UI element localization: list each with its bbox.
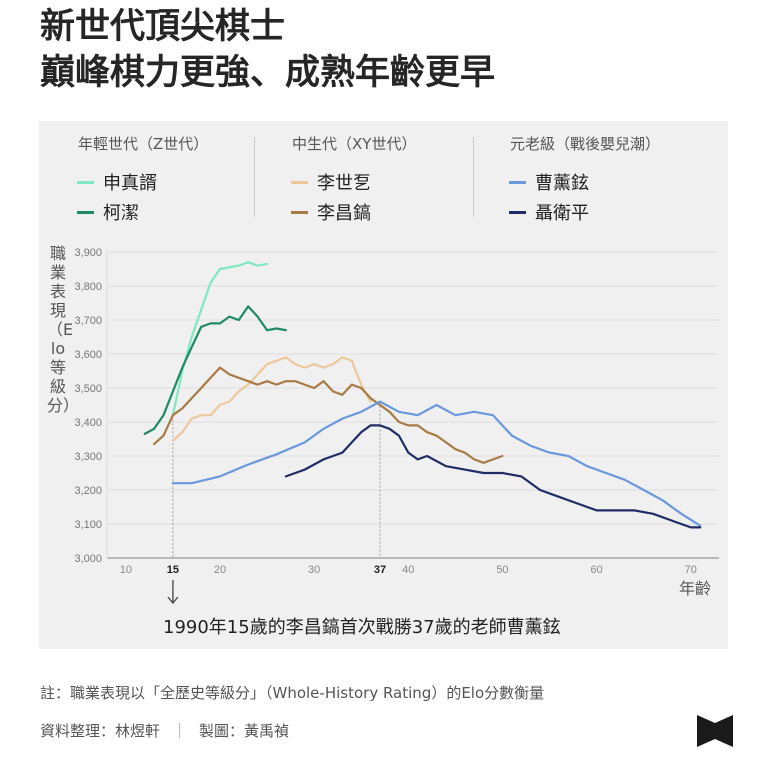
annotation-arrow bbox=[167, 580, 179, 605]
legend-group-middle: 中生代（XY世代） 李世乭 李昌鎬 bbox=[291, 133, 417, 224]
chart-panel: 年輕世代（Z世代） 申真諝 柯潔 中生代（XY世代） 李世乭 李昌鎬 元老級（戰… bbox=[39, 121, 728, 649]
legend-divider bbox=[254, 137, 255, 217]
credit-separator: ｜ bbox=[172, 722, 188, 740]
x-tick-label: 30 bbox=[308, 564, 320, 576]
x-tick-label: 20 bbox=[214, 564, 226, 576]
y-tick-label: 3,200 bbox=[74, 485, 102, 497]
y-tick-label: 3,400 bbox=[74, 417, 102, 429]
legend-swatch bbox=[509, 211, 526, 214]
legend-swatch bbox=[291, 211, 308, 214]
legend-heading: 元老級（戰後嬰兒潮） bbox=[510, 135, 661, 153]
y-tick-label: 3,300 bbox=[74, 451, 102, 463]
credits: 資料整理：林煜軒 ｜ 製圖：黃禹禎 bbox=[40, 720, 289, 741]
series-line bbox=[171, 400, 702, 527]
legend-label: 李世乭 bbox=[317, 173, 371, 194]
x-tick-label: 50 bbox=[496, 564, 508, 576]
x-tick-label: 15 bbox=[167, 564, 179, 576]
legend-heading: 年輕世代（Z世代） bbox=[78, 135, 209, 153]
footnote: 註：職業表現以「全歷史等級分」（Whole-History Rating）的El… bbox=[40, 684, 545, 702]
page-title: 新世代頂尖棋士 巔峰棋力更強、成熟年齡更早 bbox=[40, 4, 495, 96]
series-layer bbox=[143, 261, 702, 529]
y-tick-label: 3,500 bbox=[74, 383, 102, 395]
annotation-text: 1990年15歲的李昌鎬首次戰勝37歲的老師曹薰鉉 bbox=[163, 617, 561, 638]
legend-swatch bbox=[77, 181, 94, 184]
arrow-head bbox=[167, 596, 179, 605]
data-credit: 資料整理：林煜軒 bbox=[40, 722, 161, 740]
legend-label: 曹薰鉉 bbox=[535, 173, 589, 194]
legend-swatch bbox=[77, 211, 94, 214]
tick-labels: 3,000 3,100 3,200 3,300 3,400 3,500 3,600 3,700… bbox=[74, 247, 696, 576]
legend-label: 柯潔 bbox=[103, 203, 139, 224]
y-tick-label: 3,600 bbox=[74, 349, 102, 361]
x-tick-label: 10 bbox=[120, 564, 132, 576]
legend-item-lee-changho: 李昌鎬 bbox=[291, 199, 371, 225]
legend-item-lee-sedol: 李世乭 bbox=[291, 169, 371, 195]
y-tick-label: 3,700 bbox=[74, 315, 102, 327]
legend-group-veteran: 元老級（戰後嬰兒潮） 曹薰鉉 聶衛平 bbox=[509, 133, 661, 224]
legend-item-ke: 柯潔 bbox=[77, 199, 139, 225]
series-line bbox=[143, 305, 287, 435]
series-line bbox=[153, 366, 504, 464]
y-tick-label: 3,100 bbox=[74, 519, 102, 531]
legend-group-young: 年輕世代（Z世代） 申真諝 柯潔 bbox=[77, 133, 209, 224]
legend-label: 申真諝 bbox=[103, 173, 157, 194]
x-tick-label: 70 bbox=[685, 564, 697, 576]
legend-item-cho: 曹薰鉉 bbox=[509, 169, 589, 195]
legend-heading: 中生代（XY世代） bbox=[292, 135, 417, 153]
grid-layer bbox=[106, 251, 719, 559]
title-line-2: 巔峰棋力更強、成熟年齡更早 bbox=[40, 53, 496, 93]
legend-label: 聶衛平 bbox=[535, 203, 589, 224]
x-tick-label: 40 bbox=[402, 564, 414, 576]
graphic-credit: 製圖：黃禹禎 bbox=[199, 722, 290, 740]
legend-item-nie: 聶衛平 bbox=[509, 199, 589, 225]
title-line-1: 新世代頂尖棋士 bbox=[40, 7, 286, 47]
y-tick-label: 3,000 bbox=[74, 553, 102, 565]
legend-swatch bbox=[509, 181, 526, 184]
legend-swatch bbox=[291, 181, 308, 184]
legend-label: 李昌鎬 bbox=[317, 203, 371, 224]
x-axis-label: 年齡 bbox=[679, 579, 712, 598]
y-tick-label: 3,900 bbox=[74, 247, 102, 259]
legend-divider bbox=[473, 137, 474, 217]
y-tick-label: 3,800 bbox=[74, 281, 102, 293]
publisher-logo bbox=[697, 715, 733, 747]
line-chart: 3,000 3,100 3,200 3,300 3,400 3,500 3,600 3,700… bbox=[74, 247, 719, 605]
series-line bbox=[171, 356, 372, 442]
x-tick-label: 60 bbox=[590, 564, 602, 576]
series-line bbox=[284, 424, 702, 529]
series-line bbox=[171, 261, 269, 417]
legend-item-shin: 申真諝 bbox=[77, 169, 157, 195]
x-tick-label: 37 bbox=[374, 564, 386, 576]
